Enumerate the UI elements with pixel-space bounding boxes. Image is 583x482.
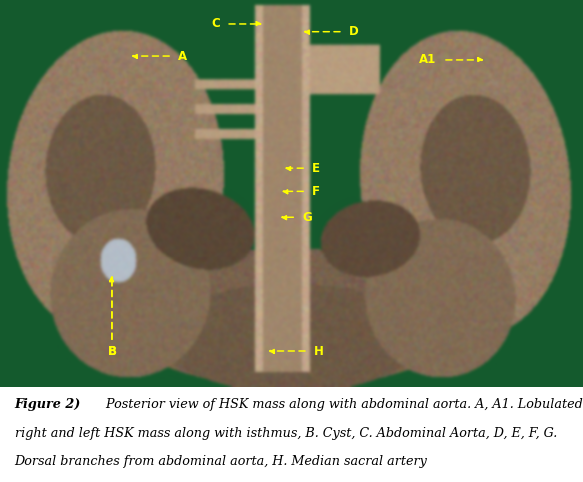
Text: D: D xyxy=(349,25,359,38)
Text: E: E xyxy=(312,161,320,174)
Text: H: H xyxy=(314,345,324,358)
Text: right and left HSK mass along with isthmus, B. Cyst, C. Abdominal Aorta, D, E, F: right and left HSK mass along with isthm… xyxy=(15,427,557,440)
Text: B: B xyxy=(107,345,117,358)
Text: Posterior view of HSK mass along with abdominal aorta. A, A1. Lobulated: Posterior view of HSK mass along with ab… xyxy=(102,398,583,411)
Text: A: A xyxy=(178,50,187,63)
Text: B: B xyxy=(107,345,117,358)
Text: C: C xyxy=(212,17,220,30)
Text: G: G xyxy=(302,211,312,224)
Text: A1: A1 xyxy=(419,54,436,67)
Text: Dorsal branches from abdominal aorta, H. Median sacral artery: Dorsal branches from abdominal aorta, H.… xyxy=(15,455,427,469)
Text: F: F xyxy=(312,185,320,198)
Text: Figure 2): Figure 2) xyxy=(15,398,81,411)
